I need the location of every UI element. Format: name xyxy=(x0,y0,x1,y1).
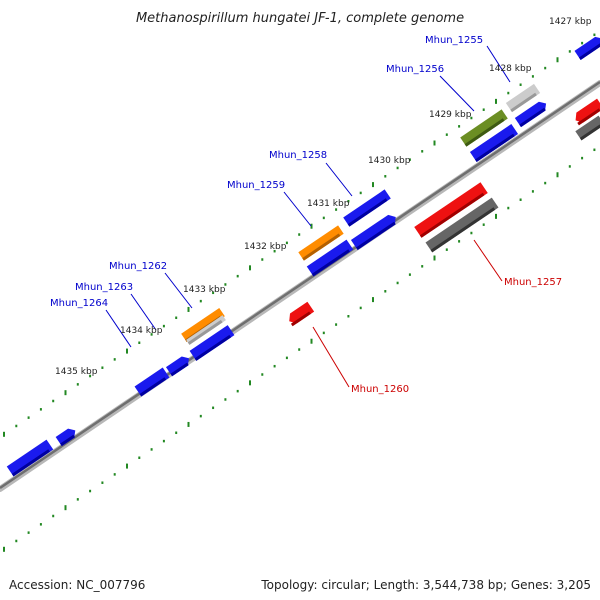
gene-block-mhun-1255-pseudo[interactable] xyxy=(505,83,541,113)
gene-label-mhun-1256[interactable]: Mhun_1256 xyxy=(386,64,444,75)
gene-block-mhun-1262-pseudo[interactable] xyxy=(186,315,226,345)
kbp-label-1432: 1432 kbp xyxy=(244,242,287,252)
leader-mhun-1256 xyxy=(439,75,475,112)
leader-mhun-1260 xyxy=(312,326,350,388)
gene-label-mhun-1263[interactable]: Mhun_1263 xyxy=(75,282,133,293)
gene-block-mhun-1264[interactable] xyxy=(134,367,170,397)
genome-summary-text: Topology: circular; Length: 3,544,738 bp… xyxy=(261,578,591,592)
accession-text: Accession: NC_007796 xyxy=(9,578,146,592)
map-title: Methanospirillum hungatei JF-1, complete… xyxy=(136,11,464,26)
gene-block-mhun-1257[interactable] xyxy=(414,182,488,238)
gene-label-mhun-1259[interactable]: Mhun_1259 xyxy=(227,180,285,191)
gene-block-mhun-1257-grey[interactable] xyxy=(425,197,499,253)
leader-mhun-1262 xyxy=(164,272,193,309)
kbp-label-1435: 1435 kbp xyxy=(55,367,98,377)
gene-block-mhun-1258b[interactable] xyxy=(343,189,391,227)
kbp-label-1429: 1429 kbp xyxy=(429,110,472,120)
gene-block-mhun-1263[interactable] xyxy=(165,354,192,377)
gene-block-1254-grey[interactable] xyxy=(575,115,600,141)
gene-label-mhun-1260[interactable]: Mhun_1260 xyxy=(351,384,409,395)
gene-label-mhun-1258[interactable]: Mhun_1258 xyxy=(269,150,327,161)
gene-block-1265[interactable] xyxy=(55,426,79,447)
gene-block-1266[interactable] xyxy=(6,439,54,477)
leader-mhun-1263 xyxy=(130,293,157,331)
gene-block-mhun-1260[interactable] xyxy=(286,301,315,327)
label-leaders xyxy=(105,45,511,388)
kbp-label-1434: 1434 kbp xyxy=(120,326,163,336)
gene-label-mhun-1255[interactable]: Mhun_1255 xyxy=(425,35,483,46)
kbp-label-1430: 1430 kbp xyxy=(368,156,411,166)
kbp-label-1433: 1433 kbp xyxy=(183,285,226,295)
genome-backbone-core xyxy=(0,80,600,490)
gene-label-mhun-1264[interactable]: Mhun_1264 xyxy=(50,298,108,309)
leader-mhun-1259 xyxy=(283,191,312,227)
leader-mhun-1264 xyxy=(105,309,132,348)
leader-mhun-1257 xyxy=(473,239,503,282)
kbp-label-1431: 1431 kbp xyxy=(307,199,350,209)
gene-block-mhun-1259[interactable] xyxy=(306,239,354,277)
gene-block-mhun-1255a[interactable] xyxy=(574,34,600,60)
gene-block-mhun-1256[interactable] xyxy=(469,124,519,162)
gene-track xyxy=(6,34,600,477)
gene-block-mhun-1262[interactable] xyxy=(189,325,235,361)
gene-block-mhun-1258[interactable] xyxy=(350,212,399,250)
gene-block-mhun-1255b[interactable] xyxy=(514,99,549,128)
leader-mhun-1255 xyxy=(486,45,511,83)
gene-block-mhun-1259-rna[interactable] xyxy=(298,225,344,261)
gene-label-mhun-1257[interactable]: Mhun_1257 xyxy=(504,277,562,288)
gene-block-mhun-1256-rna[interactable] xyxy=(460,109,508,147)
kbp-label-1428: 1428 kbp xyxy=(489,64,532,74)
tick-marks xyxy=(3,33,596,552)
kbp-label-1427: 1427 kbp xyxy=(549,17,592,27)
gene-block-1254[interactable] xyxy=(572,98,600,126)
gene-label-mhun-1262[interactable]: Mhun_1262 xyxy=(109,261,167,272)
leader-mhun-1258 xyxy=(325,162,353,197)
